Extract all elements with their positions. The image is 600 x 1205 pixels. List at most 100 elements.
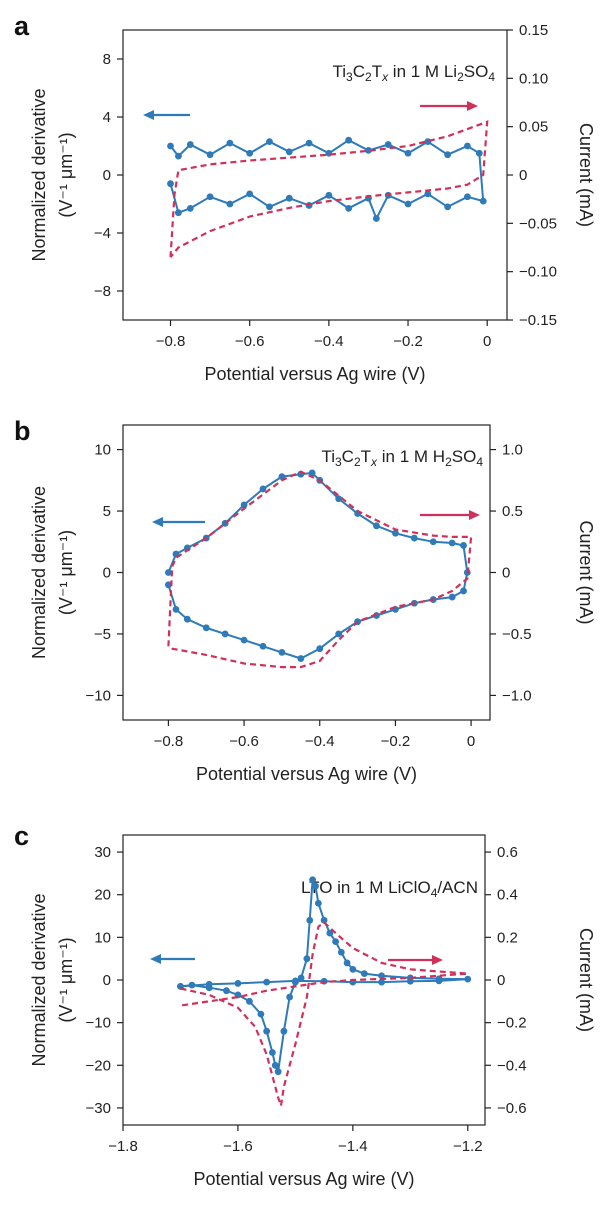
y-axis-units: (V⁻¹ μm⁻¹) (56, 937, 76, 1022)
y-tick-label: 0 (103, 972, 111, 989)
x-axis-label: Potential versus Ag wire (V) (193, 1169, 414, 1189)
derivative-point (305, 139, 313, 147)
y-tick-label: 8 (103, 51, 111, 68)
y-axis-label: Normalized derivative (29, 88, 49, 261)
derivative-point (167, 142, 174, 150)
derivative-point (345, 136, 353, 144)
y2-tick-label: 0.2 (497, 929, 518, 946)
derivative-point (297, 974, 305, 982)
y2-tick-label: 0.5 (502, 503, 523, 520)
derivative-point (444, 203, 452, 211)
derivative-point (360, 970, 368, 978)
y-axis-label: Normalized derivative (29, 486, 49, 659)
derivative-point (406, 977, 414, 985)
x-tick-label: −0.4 (305, 733, 335, 750)
derivative-point (280, 1027, 288, 1035)
x-tick-label: −0.2 (393, 333, 423, 350)
y-axis-units: (V⁻¹ μm⁻¹) (56, 530, 76, 615)
x-tick-label: −1.2 (453, 1138, 483, 1155)
derivative-point (274, 1068, 282, 1076)
derivative-point (266, 138, 273, 146)
derivative-point (263, 978, 271, 986)
derivative-point (448, 539, 456, 547)
derivative-point (257, 1010, 265, 1018)
y-axis-label: Normalized derivative (29, 893, 49, 1066)
derivative-point (384, 141, 392, 148)
panel-letter: c (14, 821, 29, 851)
derivative-point (404, 200, 412, 208)
derivative-point (314, 899, 322, 907)
y-tick-label: −5 (94, 626, 111, 643)
derivative-point (297, 655, 305, 662)
y2-tick-label: 0 (519, 167, 527, 184)
x-tick-label: −1.4 (338, 1138, 368, 1155)
x-tick-label: −0.8 (156, 333, 186, 350)
derivative-point (172, 605, 180, 613)
derivative-point (349, 965, 357, 973)
derivative-point (335, 630, 343, 638)
derivative-point (337, 948, 345, 956)
right-axis-arrow-head (432, 955, 443, 965)
right-axis-arrow-head (469, 510, 480, 520)
x-tick-label: −0.8 (154, 733, 184, 750)
left-axis-arrow-head (150, 954, 161, 964)
x-tick-label: −0.6 (229, 733, 259, 750)
derivative-point (263, 1027, 271, 1035)
y2-tick-label: 0.4 (497, 887, 518, 904)
derivative-point (448, 593, 456, 601)
derivative-point (325, 149, 333, 157)
derivative-point (392, 529, 399, 537)
derivative-point (464, 975, 472, 983)
y-tick-label: 5 (103, 503, 111, 520)
derivative-point (410, 534, 418, 542)
y-tick-label: −20 (86, 1057, 111, 1074)
y-tick-label: −10 (86, 1015, 111, 1032)
derivative-curve (167, 471, 469, 660)
derivative-point (183, 615, 191, 623)
derivative-point (206, 193, 214, 201)
derivative-point (479, 197, 487, 205)
derivative-point (268, 1049, 276, 1056)
y2-axis-label: Current (mA) (576, 520, 596, 624)
derivative-point (343, 959, 351, 967)
derivative-point (206, 151, 214, 159)
derivative-point (186, 141, 194, 148)
derivative-point (175, 209, 182, 217)
y2-tick-label: −0.4 (497, 1057, 527, 1074)
derivative-point (378, 978, 385, 986)
derivative-point (424, 190, 432, 198)
derivative-point (246, 190, 254, 198)
derivative-point (266, 203, 273, 211)
current-curve (180, 920, 468, 1107)
x-tick-label: 0 (467, 733, 475, 750)
derivative-point (378, 972, 385, 980)
derivative-point (435, 977, 443, 985)
derivative-point (316, 645, 324, 653)
panel-letter: b (14, 416, 31, 446)
y-tick-label: −10 (86, 687, 111, 704)
derivative-point (308, 469, 316, 477)
derivative-point (226, 139, 234, 147)
y2-axis-label: Current (mA) (576, 928, 596, 1032)
derivative-point (325, 191, 333, 199)
y2-tick-label: 0.10 (519, 70, 548, 87)
derivative-point (259, 485, 267, 493)
derivative-point (165, 569, 172, 576)
derivative-point (306, 916, 314, 924)
derivative-point (309, 876, 317, 884)
derivative-point (444, 151, 452, 159)
derivative-point (429, 538, 437, 546)
y2-tick-label: −0.05 (519, 215, 557, 232)
derivative-point (345, 204, 353, 212)
y2-tick-label: 0.6 (497, 844, 518, 861)
panel-a: a −0.8 −0.6 −0.4 −0.2 0 −8 −4 0 4 8 −0.15 −0.10 −0.05… (14, 11, 596, 384)
derivative-point (335, 495, 343, 503)
panel-c: c −1.8 −1.6 −1.4 −1.2 −30 −20 −10 0 10 20 30 −0.6 −0.… (14, 821, 596, 1189)
y-tick-label: 30 (94, 844, 111, 861)
current-curve (167, 470, 473, 669)
panel-annotation: Ti3C2Tx in 1 M Li2SO4 (333, 62, 496, 84)
y2-tick-label: 0 (502, 565, 510, 582)
y2-tick-label: −0.6 (497, 1100, 527, 1117)
y2-tick-label: 0 (497, 972, 505, 989)
